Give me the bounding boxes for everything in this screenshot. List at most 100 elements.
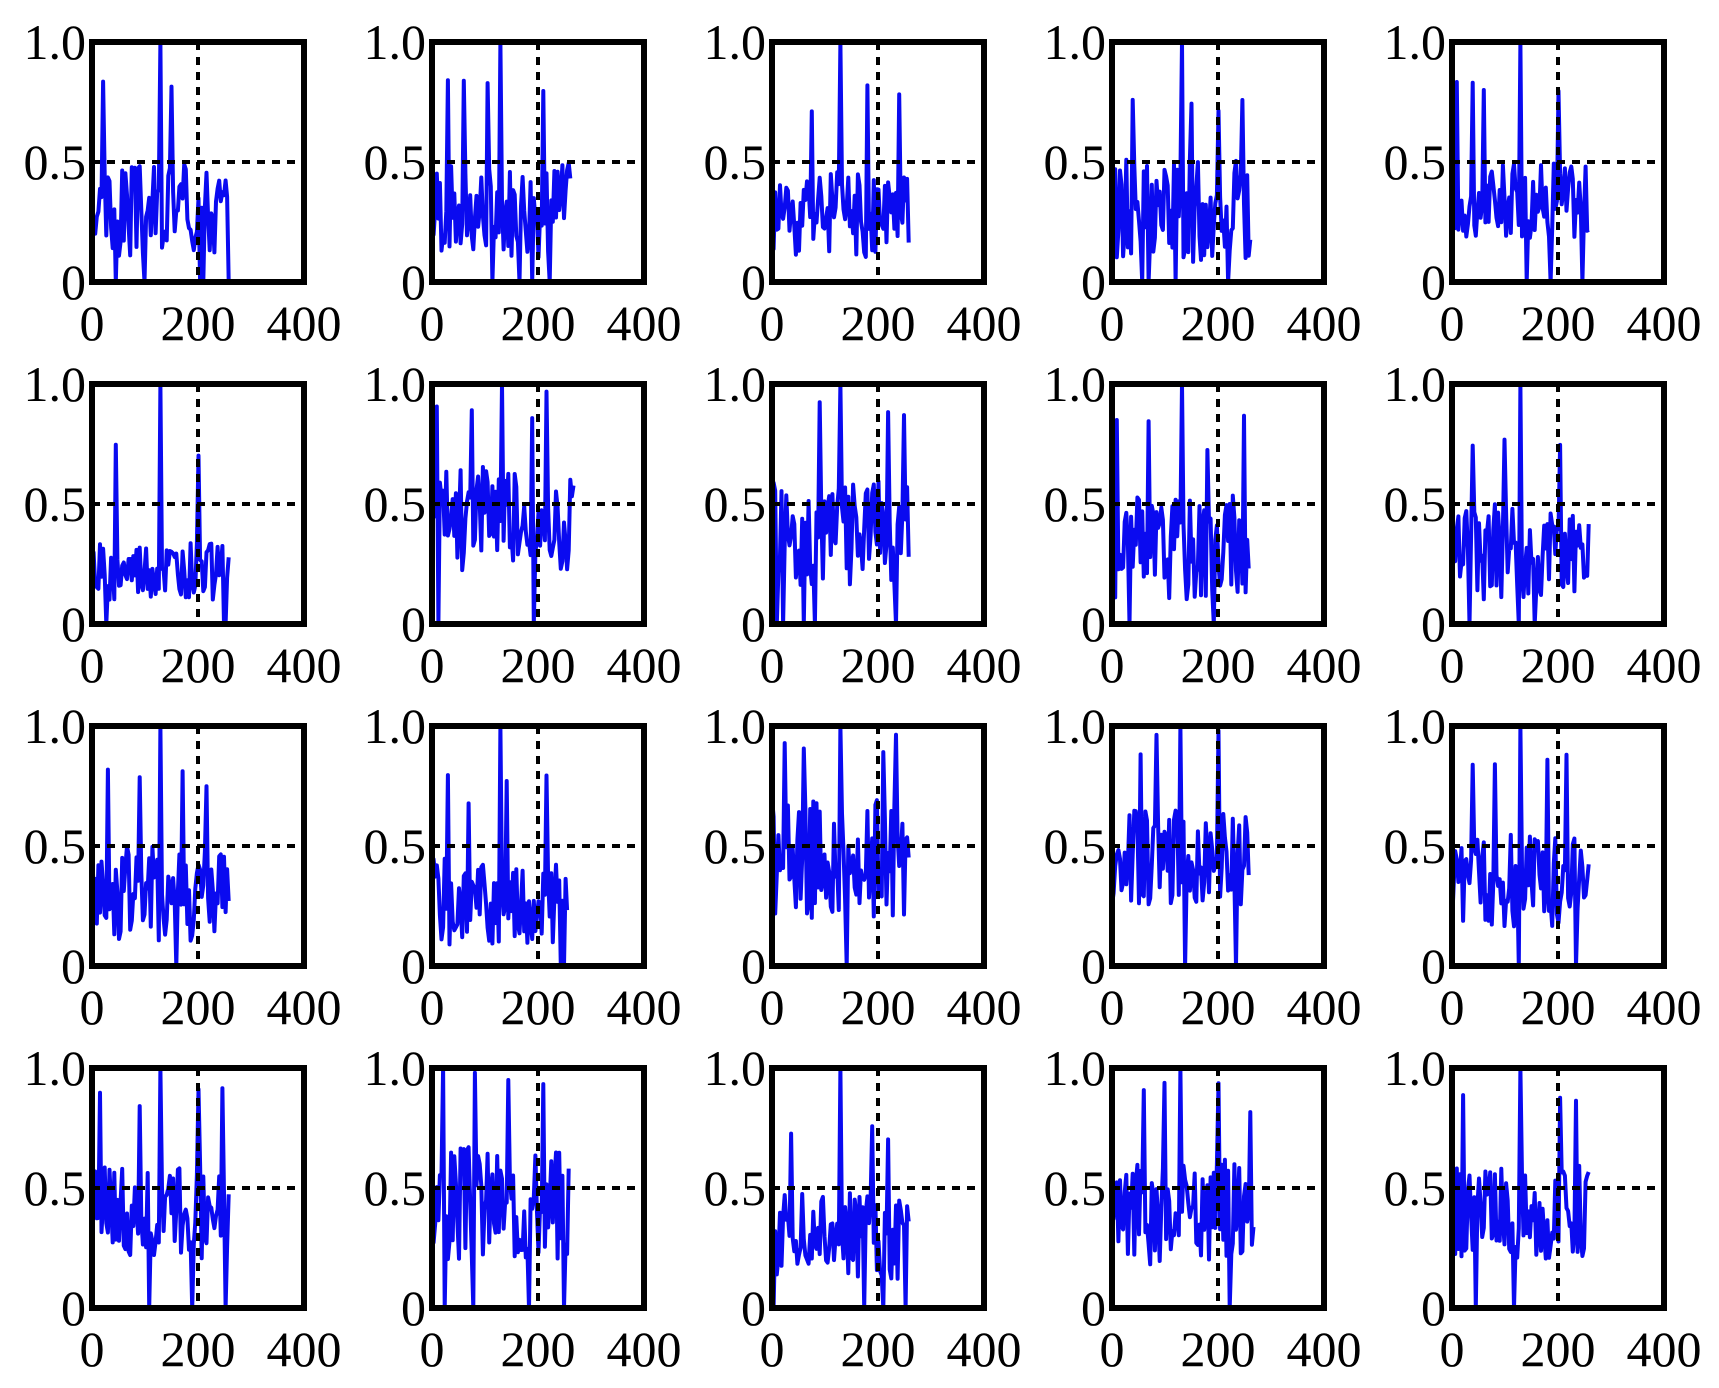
panel-12-xtick-label: 0: [420, 979, 445, 1035]
panel-11: 0 0.5 1.0 0 200 400: [24, 698, 342, 1035]
panel-15-xtick-label: 0: [1440, 979, 1465, 1035]
panel-7-frame: [429, 381, 647, 627]
panel-1: 0 0.5 1.0 0 200 400: [24, 14, 342, 351]
panel-16-xtick-label: 200: [161, 1321, 236, 1377]
panel-14-ytick-label: 1.0: [1044, 698, 1107, 754]
panel-14-ytick-label: 0.5: [1044, 818, 1107, 874]
panel-6-ytick-label: 0.5: [24, 476, 87, 532]
panel-8-ytick-label: 0: [741, 596, 766, 652]
panel-17-xtick-label: 200: [501, 1321, 576, 1377]
panel-2-ytick-label: 1.0: [364, 14, 427, 70]
panel-16-xtick-label: 0: [80, 1321, 105, 1377]
panel-19-frame: [1109, 1065, 1327, 1311]
panel-12-frame: [429, 723, 647, 969]
panel-13-xtick-label: 400: [947, 979, 1022, 1035]
panel-16-ytick-label: 0: [61, 1280, 86, 1336]
panel-6-ytick-label: 1.0: [24, 356, 87, 412]
panel-14-ytick-label: 0: [1081, 938, 1106, 994]
panel-6-xtick-label: 200: [161, 637, 236, 693]
panel-5-xtick-label: 400: [1627, 295, 1702, 351]
panel-18-frame: [769, 1065, 987, 1311]
panel-4-series-line: [1110, 40, 1253, 284]
panel-16: 0 0.5 1.0 0 200 400: [24, 1040, 342, 1377]
panel-14-xtick-label: 400: [1287, 979, 1362, 1035]
panel-17-xtick-label: 400: [607, 1321, 682, 1377]
panel-8-frame: [769, 381, 987, 627]
panel-9-xtick-label: 0: [1100, 637, 1125, 693]
panel-10-ytick-label: 0.5: [1384, 476, 1447, 532]
panel-17-ytick-label: 0: [401, 1280, 426, 1336]
panel-13-ytick-label: 0: [741, 938, 766, 994]
panel-2-xtick-label: 0: [420, 295, 445, 351]
panel-3-xtick-label: 400: [947, 295, 1022, 351]
panel-6-ytick-label: 0: [61, 596, 86, 652]
panel-4-ytick-label: 0: [1081, 254, 1106, 310]
panel-16-ytick-label: 0.5: [24, 1160, 87, 1216]
panel-10-xtick-label: 200: [1521, 637, 1596, 693]
panel-15: 0 0.5 1.0 0 200 400: [1384, 698, 1702, 1035]
panel-4-xtick-label: 200: [1181, 295, 1256, 351]
panel-5-frame: [1449, 39, 1667, 285]
panel-7-xtick-label: 0: [420, 637, 445, 693]
panel-10-xtick-label: 400: [1627, 637, 1702, 693]
panel-12: 0 0.5 1.0 0 200 400: [364, 698, 682, 1035]
panel-1-xtick-label: 0: [80, 295, 105, 351]
panel-5-xtick-label: 200: [1521, 295, 1596, 351]
panel-14: 0 0.5 1.0 0 200 400: [1044, 698, 1362, 1035]
panel-12-xtick-label: 400: [607, 979, 682, 1035]
panel-17-ytick-label: 1.0: [364, 1040, 427, 1096]
panel-17-xtick-label: 0: [420, 1321, 445, 1377]
panel-10: 0 0.5 1.0 0 200 400: [1384, 356, 1702, 693]
panel-9-xtick-label: 200: [1181, 637, 1256, 693]
panel-8-ytick-label: 0.5: [704, 476, 767, 532]
panel-15-ytick-label: 1.0: [1384, 698, 1447, 754]
panel-1-frame: [89, 39, 307, 285]
panel-4: 0 0.5 1.0 0 200 400: [1044, 14, 1362, 351]
panel-1-ytick-label: 0: [61, 254, 86, 310]
panel-10-xtick-label: 0: [1440, 637, 1465, 693]
panel-12-series-line: [430, 724, 570, 968]
panel-1-xtick-label: 400: [267, 295, 342, 351]
panel-12-ytick-label: 0: [401, 938, 426, 994]
panel-13-frame: [769, 723, 987, 969]
panel-7-series-line: [430, 382, 576, 626]
panel-15-xtick-label: 400: [1627, 979, 1702, 1035]
panel-9: 0 0.5 1.0 0 200 400: [1044, 356, 1362, 693]
panel-15-frame: [1449, 723, 1667, 969]
panel-5-xtick-label: 0: [1440, 295, 1465, 351]
panel-17-frame: [429, 1065, 647, 1311]
panel-4-frame: [1109, 39, 1327, 285]
panel-20-xtick-label: 400: [1627, 1321, 1702, 1377]
panel-12-xtick-label: 200: [501, 979, 576, 1035]
panel-4-xtick-label: 0: [1100, 295, 1125, 351]
panel-14-xtick-label: 200: [1181, 979, 1256, 1035]
panel-8-xtick-label: 400: [947, 637, 1022, 693]
panel-5: 0 0.5 1.0 0 200 400: [1384, 14, 1702, 351]
panel-17-series-line: [430, 1066, 571, 1310]
panel-18-xtick-label: 400: [947, 1321, 1022, 1377]
panel-3-ytick-label: 0.5: [704, 134, 767, 190]
panel-18-ytick-label: 0: [741, 1280, 766, 1336]
panel-20-ytick-label: 0: [1421, 1280, 1446, 1336]
panel-9-ytick-label: 1.0: [1044, 356, 1107, 412]
panel-19-ytick-label: 0.5: [1044, 1160, 1107, 1216]
panel-11-ytick-label: 0: [61, 938, 86, 994]
panel-11-ytick-label: 1.0: [24, 698, 87, 754]
panel-8-xtick-label: 200: [841, 637, 916, 693]
panel-5-ytick-label: 1.0: [1384, 14, 1447, 70]
panel-4-ytick-label: 0.5: [1044, 134, 1107, 190]
panel-16-frame: [89, 1065, 307, 1311]
panel-10-frame: [1449, 381, 1667, 627]
panel-9-xtick-label: 400: [1287, 637, 1362, 693]
panel-4-xtick-label: 400: [1287, 295, 1362, 351]
panel-3-xtick-label: 200: [841, 295, 916, 351]
panel-19-series-line: [1110, 1066, 1256, 1310]
panel-20-ytick-label: 1.0: [1384, 1040, 1447, 1096]
panel-16-ytick-label: 1.0: [24, 1040, 87, 1096]
panel-5-ytick-label: 0.5: [1384, 134, 1447, 190]
panel-14-frame: [1109, 723, 1327, 969]
panel-11-ytick-label: 0.5: [24, 818, 87, 874]
panel-2: 0 0.5 1.0 0 200 400: [364, 14, 682, 351]
panel-20-ytick-label: 0.5: [1384, 1160, 1447, 1216]
